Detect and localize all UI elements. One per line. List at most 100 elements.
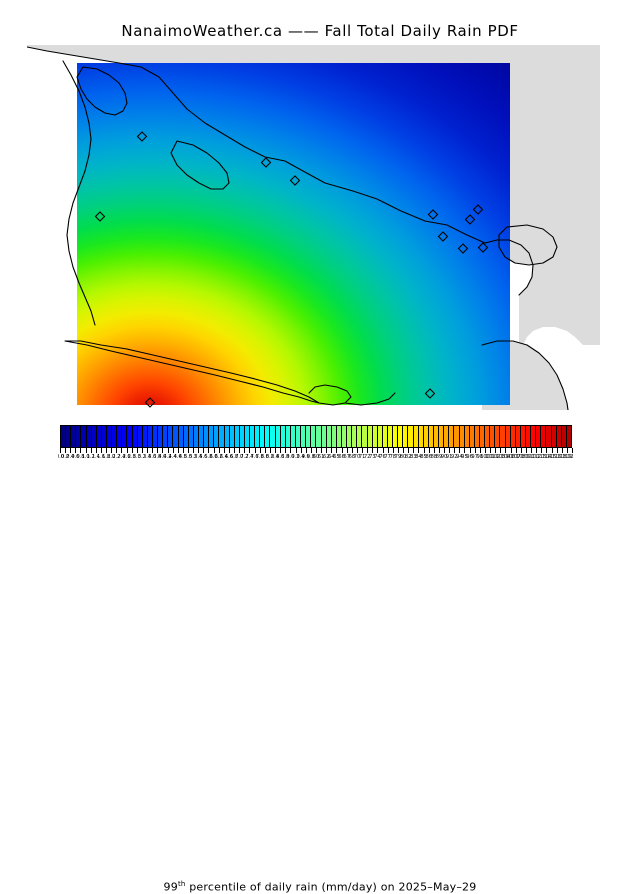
colorbar-bin [61,426,67,447]
station-marker[interactable] [464,214,476,225]
colorbar-tick-label: 72 [364,454,371,460]
station-marker[interactable] [136,131,148,142]
colorbar-tick-label: 5.8 [204,454,213,460]
colorbar-tick-label: 7.4 [245,454,254,460]
colorbar-tick-label: 112 [531,454,541,460]
colorbar-tick-label: 90 [440,454,448,460]
colorbar-bin [127,426,133,447]
colorbar-bin [423,426,429,447]
colorbar-bin [531,426,537,447]
colorbar-bin [326,426,332,447]
colorbar-bin [347,426,353,447]
colorbar-tick [372,448,374,453]
colorbar-tick [536,448,538,453]
caption-superscript: th [177,880,186,888]
coastline-layer [27,46,569,410]
colorbar-bin [510,426,516,447]
colorbar-bin [142,426,148,447]
colorbar-bin [209,426,215,447]
station-marker[interactable] [427,209,439,220]
colorbar-tick [116,448,118,453]
colorbar-bin [173,426,179,447]
colorbar-bin [474,426,480,447]
colorbar-bin [449,426,455,447]
colorbar-tick-label: 3.4 [143,454,152,460]
colorbar-tick-label: 76 [379,454,386,460]
colorbar-bin [454,426,460,447]
colorbar-tick [515,448,517,453]
colorbar-bin [280,426,286,447]
colorbar-bin [336,426,343,447]
station-marker[interactable] [472,204,484,215]
station-marker[interactable] [424,388,436,399]
colorbar-tick [351,448,353,453]
colorbar-bin [525,426,532,447]
colorbar-bin [290,426,297,447]
station-marker[interactable] [477,242,489,253]
colorbar-bin [96,426,102,447]
colorbar-tick [561,448,563,453]
colorbar-tick-label: 119 [562,454,572,460]
colorbar-tick [418,448,420,453]
colorbar-tick-label: 92 [451,454,458,460]
colorbar-tick-label: 120 [567,454,574,460]
colorbar-tick [474,448,476,453]
colorbar-tick [556,448,558,453]
colorbar-tick-label: 84 [415,454,422,460]
colorbar-bin [137,426,143,447]
colorbar-tick-label: 8.2 [265,454,274,460]
colorbar-tick [100,448,102,453]
colorbar-tick-label: 68 [348,454,356,460]
station-marker[interactable] [289,175,301,186]
colorbar-tick-label: 73 [369,454,376,460]
colorbar-bin [285,426,291,447]
colorbar-tick [106,448,108,453]
colorbar-tick-label: 106 [505,454,516,460]
weather-map-figure: NanaimoWeather.ca —— Fall Total Daily Ra… [27,22,600,894]
colorbar-tick [131,448,133,453]
colorbar-tick-label: 7.0 [235,454,244,460]
colorbar-bin [439,426,445,447]
colorbar-tick [433,448,435,453]
colorbar-tick [285,448,287,453]
colorbar[interactable] [60,425,572,448]
colorbar-tick [290,448,292,453]
station-marker[interactable] [437,231,449,242]
colorbar-tick-label: 110 [526,454,536,460]
colorbar-tick-label: 4.6 [173,454,182,460]
colorbar-tick-label: 5.4 [194,454,203,460]
colorbar-bin [388,426,394,447]
colorbar-tick [546,448,548,453]
colorbar-bin [260,426,266,447]
colorbar-bin [556,426,562,447]
colorbar-tick-label: 96 [466,454,473,460]
colorbar-tick [213,448,215,453]
colorbar-tick [341,448,343,453]
colorbar-tick-label: 7.6 [250,454,259,460]
colorbar-tick [234,448,236,453]
colorbar-bin [382,426,388,447]
station-marker[interactable] [457,243,469,254]
colorbar-tick [413,448,415,453]
colorbar-tick [177,448,179,453]
station-marker[interactable] [260,157,272,168]
colorbar-bin [561,426,567,447]
caption-suffix: percentile of daily rain (mm/day) on 202… [185,880,477,894]
colorbar-tick-label: 62 [323,454,330,460]
station-marker[interactable] [94,211,106,222]
colorbar-tick [188,448,189,453]
station-marker[interactable] [144,397,156,408]
colorbar-tick [479,448,481,453]
colorbar-tick [505,448,507,453]
colorbar-tick-label: 89 [435,454,443,460]
colorbar-bin [372,426,378,447]
colorbar-bin [81,426,87,447]
colorbar-tick-label: 8.0 [260,454,269,460]
colorbar-bin [331,426,337,447]
colorbar-tick [121,448,123,453]
caption-prefix: 99 [163,880,178,894]
colorbar-bin [495,426,501,447]
map-panel[interactable] [27,45,600,410]
colorbar-tick [336,448,338,453]
colorbar-tick [300,448,302,453]
